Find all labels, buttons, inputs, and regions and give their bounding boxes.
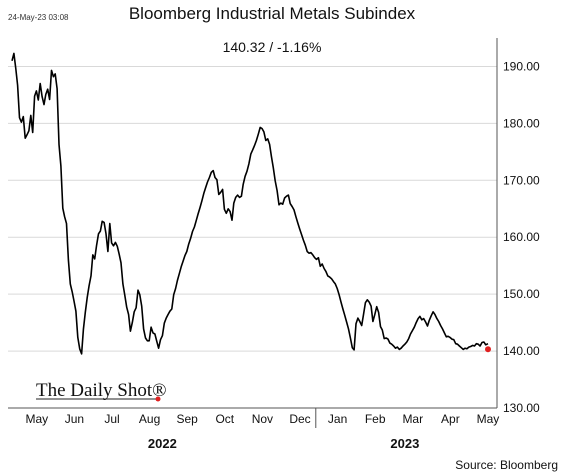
x-tick-label: Feb [365, 412, 386, 426]
x-axis: May Jun Jul Aug Sep Oct Nov Dec Jan Feb Mar Apr May 2… [8, 407, 500, 451]
x-tick-label: Nov [252, 412, 273, 426]
timestamp: 24-May-23 03:08 [8, 13, 69, 22]
x-tick-label: Apr [441, 412, 460, 426]
y-tick-label: 190.00 [503, 59, 540, 73]
y-tick-label: 150.00 [503, 287, 540, 301]
y-tick-label: 140.00 [503, 344, 540, 358]
x-tick-label: Oct [215, 412, 234, 426]
x-tick-label: Aug [139, 412, 160, 426]
y-tick-label: 160.00 [503, 230, 540, 244]
chart-title: Bloomberg Industrial Metals Subindex [129, 4, 416, 23]
x-tick-label: Jan [328, 412, 347, 426]
gridlines [8, 65, 497, 352]
x-tick-label: May [25, 412, 48, 426]
watermark-text: The Daily Shot® [36, 380, 167, 401]
chart-subtitle: 140.32 / -1.16% [223, 39, 322, 55]
last-point-marker [485, 346, 491, 353]
x-tick-label: Dec [289, 412, 310, 426]
source-label: Source: Bloomberg [455, 458, 558, 472]
x-tick-label: Jul [104, 412, 119, 426]
year-label: 2022 [148, 436, 177, 451]
watermark-logo: The Daily Shot® [36, 380, 167, 402]
x-tick-label: Jun [65, 412, 84, 426]
x-tick-label: May [477, 412, 500, 426]
y-tick-label: 180.00 [503, 116, 540, 130]
y-tick-label: 170.00 [503, 173, 540, 187]
x-tick-label: Mar [402, 412, 423, 426]
series-line [11, 52, 489, 355]
y-axis: 130.00 140.00 150.00 160.00 170.00 180.00 190.… [496, 38, 540, 415]
year-label: 2023 [390, 436, 419, 451]
x-tick-label: Sep [177, 412, 199, 426]
y-tick-label: 130.00 [503, 401, 540, 415]
